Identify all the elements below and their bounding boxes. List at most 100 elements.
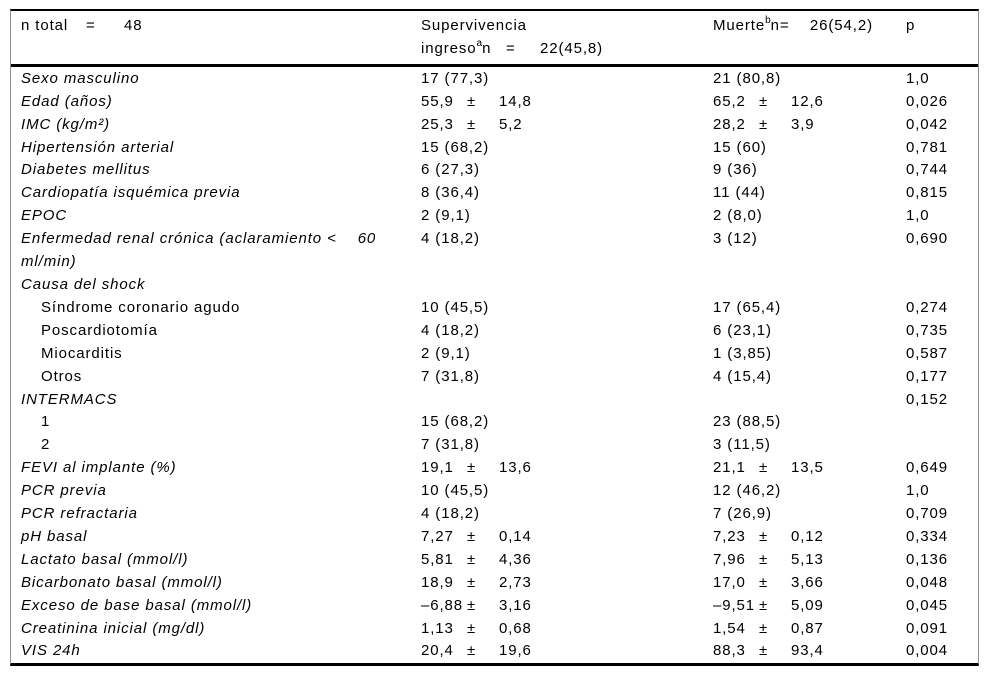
value-segment: ± <box>759 619 769 637</box>
value-segment: ± <box>467 619 477 637</box>
muerte-value: –9,51 ±5,09 <box>713 595 906 618</box>
muerte-value: 7 (26,9) <box>713 505 772 523</box>
value-segment: 5,13 <box>791 550 824 568</box>
value-segment: 18,9 <box>421 573 454 591</box>
value-segment: 13,6 <box>499 459 532 477</box>
value-segment: ± <box>467 527 477 545</box>
supervivencia-value: 1,13 ±0,68 <box>421 618 713 641</box>
value-segment: ± <box>759 596 769 614</box>
equals-sign: = <box>86 17 96 34</box>
p-value: 0,177 <box>906 367 949 385</box>
p-value: 0,274 <box>906 298 949 316</box>
value-segment: 3,9 <box>791 115 815 133</box>
table-row: Causa del shock <box>21 274 978 297</box>
value-segment: 14,8 <box>499 92 532 110</box>
muerte-value: 15 (60) <box>713 138 767 156</box>
supervivencia-value: 2 (9,1) <box>421 344 471 362</box>
row-label: Bicarbonato basal (mmol/l) <box>21 573 223 591</box>
p-value: 0,091 <box>906 619 949 637</box>
supervivencia-value: 4 (18,2) <box>421 321 480 339</box>
table-row: Otros 7 (31,8) 4 (15,4) 0,177 <box>21 366 978 389</box>
value-segment: ± <box>467 92 477 110</box>
table-row: Edad (años) 55,9 ±14,8 65,2 ±12,6 0,026 <box>21 91 978 114</box>
value-segment: ± <box>759 573 769 591</box>
row-label: Edad (años) <box>21 92 113 110</box>
p-value: 0,152 <box>906 390 949 408</box>
value-segment: 4,36 <box>499 550 532 568</box>
supervivencia-n-value: 22(45,8) <box>540 39 604 57</box>
supervivencia-value: 4 (18,2) <box>421 505 480 523</box>
supervivencia-value <box>421 274 713 297</box>
value-segment: ± <box>467 573 477 591</box>
n-symbol: n <box>770 17 780 34</box>
supervivencia-value: 20,4 ±19,6 <box>421 640 713 663</box>
equals-sign: = <box>506 39 516 57</box>
table-row: Lactato basal (mmol/l) 5,81 ±4,36 7,96 ±5,13… <box>21 549 978 572</box>
table-row: EPOC 2 (9,1) 2 (8,0) 1,0 <box>21 205 978 228</box>
row-label: pH basal <box>21 527 88 545</box>
supervivencia-label-line1: Supervivencia <box>421 17 527 34</box>
value-segment: 5,09 <box>791 596 824 614</box>
table-row: IMC (kg/m²) 25,3 ±5,2 28,2 ±3,9 0,042 <box>21 114 978 137</box>
table-body: Sexo masculino 17 (77,3) 21 (80,8) 1,0 Edad … <box>11 67 978 664</box>
muerte-value: 6 (23,1) <box>713 321 772 339</box>
p-value: 0,045 <box>906 596 949 614</box>
muerte-value: 4 (15,4) <box>713 367 772 385</box>
table-row: Cardiopatía isquémica previa 8 (36,4) 11 (… <box>21 182 978 205</box>
row-label: PCR previa <box>21 482 107 500</box>
table-row: Hipertensión arterial 15 (68,2) 15 (60) 0,7… <box>21 137 978 160</box>
header-col-supervivencia: Supervivencia ingresoan = 22(45,8) <box>421 15 713 61</box>
supervivencia-value: 17 (77,3) <box>421 69 490 87</box>
value-segment: 28,2 <box>713 115 746 133</box>
muerte-value: 12 (46,2) <box>713 482 782 500</box>
muerte-value: 21 (80,8) <box>713 69 782 87</box>
supervivencia-value: 2 (9,1) <box>421 207 471 225</box>
value-segment: 88,3 <box>713 642 746 660</box>
row-label: 2 <box>41 436 51 454</box>
value-segment: ± <box>467 115 477 133</box>
muerte-n-value: 26(54,2) <box>809 17 873 34</box>
muerte-value: 9 (36) <box>713 161 758 179</box>
row-label: Miocarditis <box>41 344 123 362</box>
value-segment: ± <box>759 642 769 660</box>
p-value: 0,048 <box>906 573 949 591</box>
row-label: Síndrome coronario agudo <box>41 298 241 316</box>
value-segment: –6,88 <box>421 596 464 614</box>
row-label: 1 <box>41 413 51 431</box>
value-segment: 12,6 <box>791 92 824 110</box>
table-row: FEVI al implante (%) 19,1 ±13,6 21,1 ±13,5 0,… <box>21 457 978 480</box>
p-value: 0,026 <box>906 92 949 110</box>
value-segment: 0,14 <box>499 527 532 545</box>
p-value: 0,587 <box>906 344 949 362</box>
value-segment: 2,73 <box>499 573 532 591</box>
value-segment: 7,27 <box>421 527 454 545</box>
table-row: Bicarbonato basal (mmol/l) 18,9 ±2,73 17,0 ±… <box>21 572 978 595</box>
clinical-table: n total = 48 Supervivencia ingresoan = 22(45… <box>10 9 979 666</box>
value-segment: 55,9 <box>421 92 454 110</box>
value-segment: 5,2 <box>499 115 523 133</box>
supervivencia-value: 18,9 ±2,73 <box>421 572 713 595</box>
muerte-value: 7,96 ±5,13 <box>713 549 906 572</box>
value-segment: ± <box>467 596 477 614</box>
row-label: FEVI al implante (%) <box>21 459 177 477</box>
p-value: 1,0 <box>906 69 930 87</box>
row-label: Lactato basal (mmol/l) <box>21 550 189 568</box>
value-segment: ± <box>467 550 477 568</box>
p-value: 0,744 <box>906 161 949 179</box>
p-value: 1,0 <box>906 207 930 225</box>
value-segment: 19,6 <box>499 642 532 660</box>
p-value <box>906 411 978 434</box>
muerte-text: Muerte <box>713 17 766 34</box>
p-value: 0,690 <box>906 230 949 248</box>
p-value: 0,815 <box>906 184 949 202</box>
value-segment: 1,54 <box>713 619 746 637</box>
table-row: PCR refractaria 4 (18,2) 7 (26,9) 0,709 <box>21 503 978 526</box>
value-segment: –9,51 <box>713 596 756 614</box>
p-value: 1,0 <box>906 482 930 500</box>
muerte-value: 7,23 ±0,12 <box>713 526 906 549</box>
table-row: PCR previa 10 (45,5) 12 (46,2) 1,0 <box>21 480 978 503</box>
supervivencia-value: 7 (31,8) <box>421 367 480 385</box>
supervivencia-value: –6,88 ±3,16 <box>421 595 713 618</box>
n-total-label: n total <box>21 17 69 34</box>
